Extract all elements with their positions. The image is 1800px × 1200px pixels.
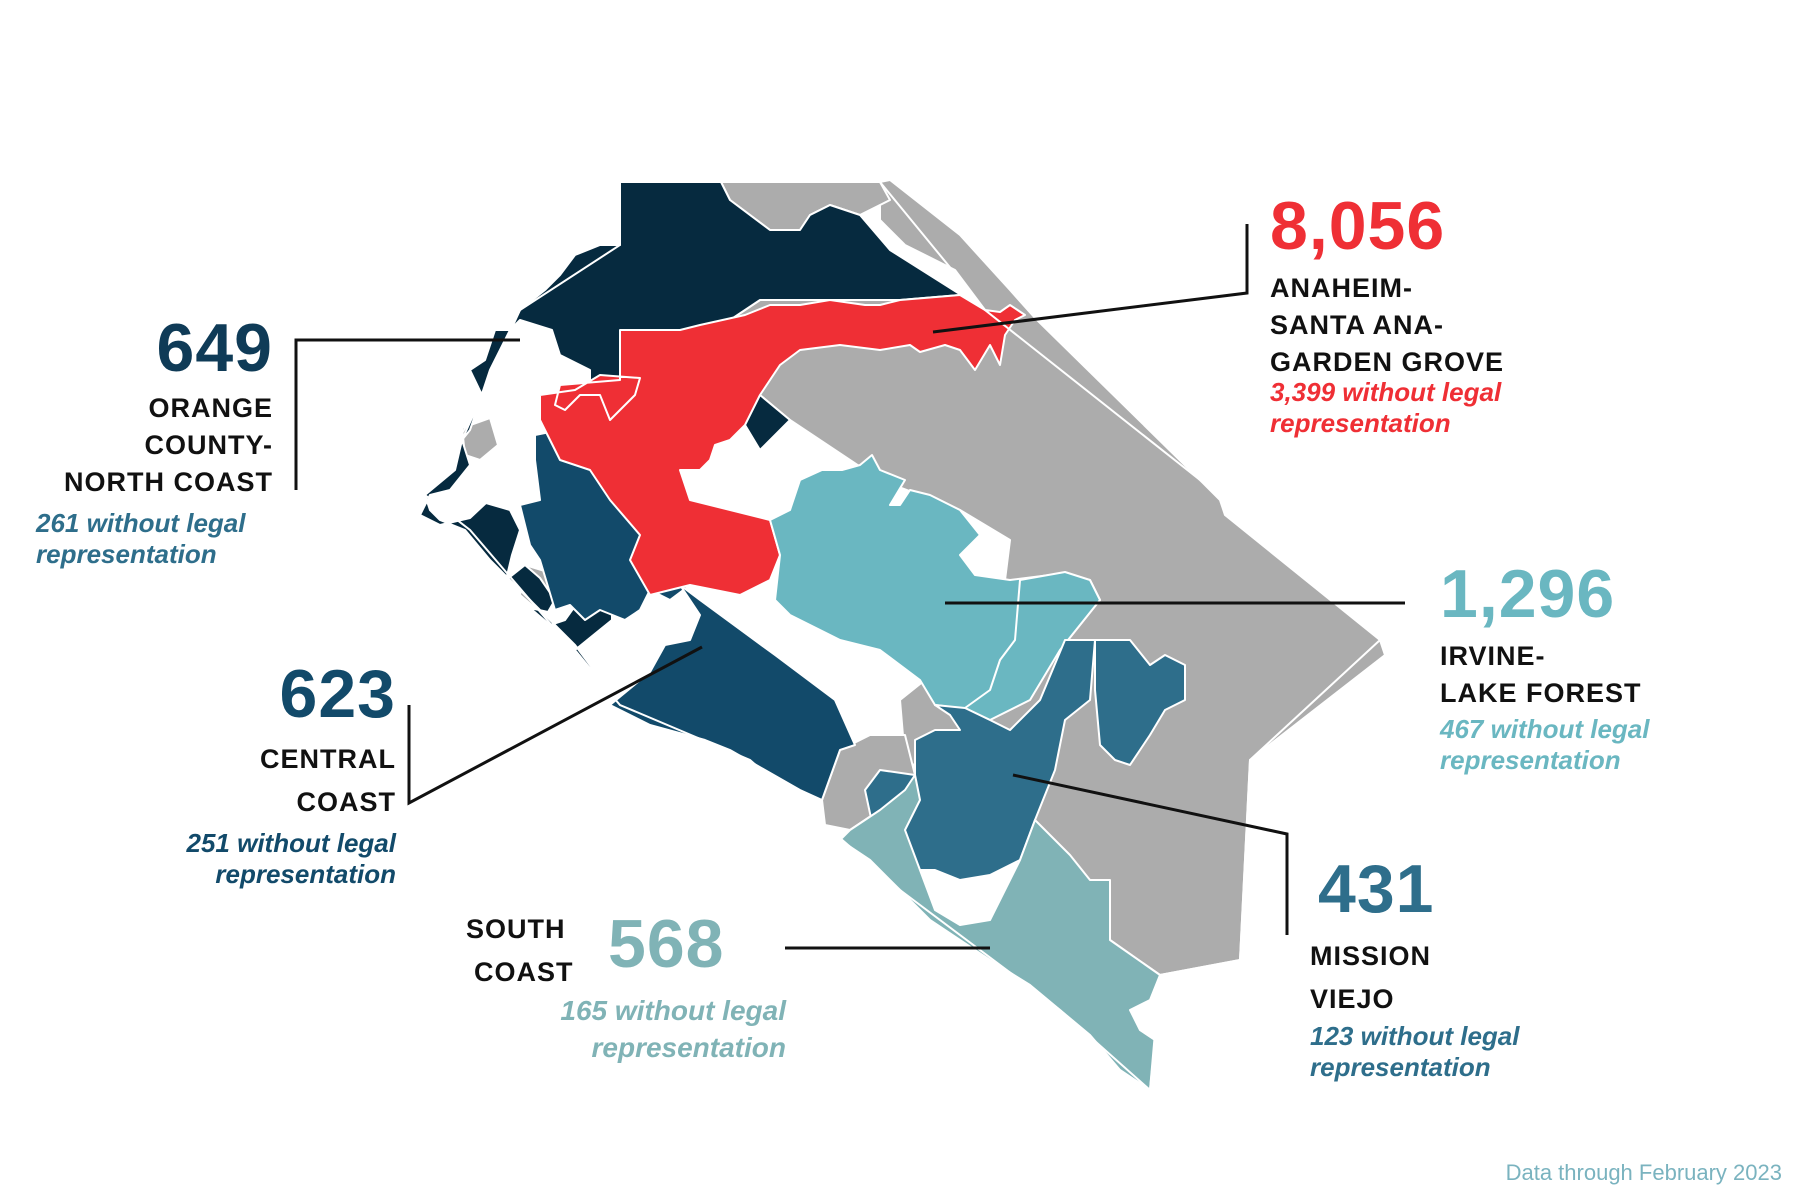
note-north-coast: 261 without legal representation [36,508,246,570]
label-mission-viejo: 431 MISSION VIEJO 123 without legal repr… [1310,855,1520,1083]
note-south-coast: 165 without legal representation [560,992,786,1066]
label-irvine: 1,296 IRVINE- LAKE FOREST 467 without le… [1440,560,1650,776]
label-central-coast: 623 CENTRAL COAST 251 without legal repr… [187,660,397,890]
name-north-coast-line-2: COUNTY- [64,427,273,464]
note-mission-viejo-line-1: 123 without legal [1310,1021,1520,1052]
note-mission-viejo-line-2: representation [1310,1052,1520,1083]
name-anaheim-line-1: ANAHEIM- [1270,270,1504,307]
name-anaheim-line-2: SANTA ANA- [1270,307,1504,344]
note-anaheim-line-1: 3,399 without legal [1270,377,1504,408]
name-irvine-line-2: LAKE FOREST [1440,675,1650,712]
label-north-coast: 649 ORANGE COUNTY- NORTH COAST [64,314,273,501]
name-south-coast-line-1: SOUTH [466,908,574,951]
note-central-coast-line-1: 251 without legal [187,828,397,859]
count-anaheim: 8,056 [1270,192,1504,260]
name-anaheim-line-3: GARDEN GROVE [1270,344,1504,381]
name-mission-viejo: MISSION VIEJO [1310,935,1520,1021]
note-central-coast: 251 without legal representation [187,828,397,890]
name-central-coast-line-2: COAST [187,781,397,824]
label-anaheim: 8,056 ANAHEIM- SANTA ANA- GARDEN GROVE 3… [1270,192,1504,439]
note-south-coast-line-2: representation [560,1029,786,1066]
name-central-coast-line-1: CENTRAL [187,738,397,781]
name-irvine: IRVINE- LAKE FOREST [1440,638,1650,712]
count-south-coast: 568 [608,910,724,978]
name-north-coast: ORANGE COUNTY- NORTH COAST [64,390,273,501]
note-irvine-line-1: 467 without legal [1440,714,1650,745]
note-central-coast-line-2: representation [187,859,397,890]
note-irvine-line-2: representation [1440,745,1650,776]
count-central-coast: 623 [187,660,397,728]
note-anaheim-line-2: representation [1270,408,1504,439]
count-mission-viejo: 431 [1318,855,1520,923]
name-south-coast-line-2: COAST [474,951,574,994]
note-anaheim: 3,399 without legal representation [1270,377,1504,439]
name-irvine-line-1: IRVINE- [1440,638,1650,675]
name-north-coast-line-3: NORTH COAST [64,464,273,501]
note-irvine: 467 without legal representation [1440,714,1650,776]
name-central-coast: CENTRAL COAST [187,738,397,824]
name-mission-viejo-line-2: VIEJO [1310,978,1520,1021]
note-south-coast-line-1: 165 without legal [560,992,786,1029]
footer-data-note: Data through February 2023 [1506,1160,1782,1186]
count-north-coast: 649 [64,314,273,382]
name-mission-viejo-line-1: MISSION [1310,935,1520,978]
count-irvine: 1,296 [1440,560,1650,628]
name-north-coast-line-1: ORANGE [64,390,273,427]
name-anaheim: ANAHEIM- SANTA ANA- GARDEN GROVE [1270,270,1504,381]
note-north-coast-line-1: 261 without legal [36,508,246,539]
note-north-coast-line-2: representation [36,539,246,570]
name-south-coast: SOUTH COAST [466,908,574,994]
name-south-coast-block: SOUTH COAST [466,908,574,994]
note-mission-viejo: 123 without legal representation [1310,1021,1520,1083]
